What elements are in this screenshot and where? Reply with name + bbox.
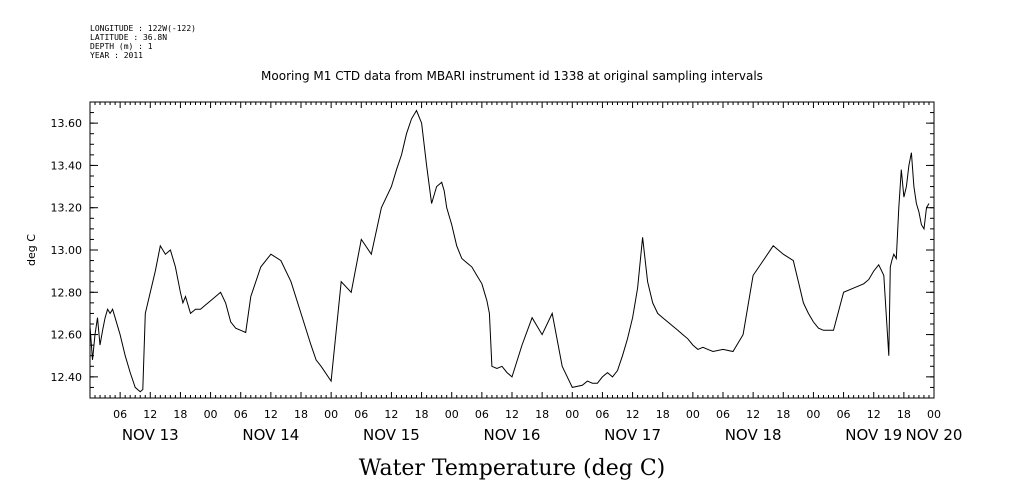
y-tick-label: 12.60 xyxy=(51,329,83,342)
x-day-label: NOV 14 xyxy=(242,426,299,444)
x-hour-label: 00 xyxy=(927,408,941,421)
x-hour-label: 00 xyxy=(565,408,579,421)
x-axis-label: Water Temperature (deg C) xyxy=(359,456,666,481)
x-hour-label: 00 xyxy=(204,408,218,421)
x-hour-label: 06 xyxy=(354,408,368,421)
plot-frame xyxy=(89,101,935,399)
x-hour-label: 18 xyxy=(776,408,790,421)
y-tick-label: 12.80 xyxy=(51,286,83,299)
x-hour-label: 06 xyxy=(234,408,248,421)
x-day-label: NOV 13 xyxy=(122,426,179,444)
x-hour-label: 06 xyxy=(595,408,609,421)
x-hour-label: 06 xyxy=(475,408,489,421)
meta-latitude: LATITUDE : 36.8N xyxy=(90,33,167,42)
meta-longitude: LONGITUDE : 122W(-122) xyxy=(90,24,196,33)
y-axis-label: deg C xyxy=(25,234,38,266)
x-day-label: NOV 18 xyxy=(725,426,782,444)
x-hour-label: 12 xyxy=(746,408,760,421)
y-tick-label: 13.60 xyxy=(51,117,83,130)
x-hour-label: 00 xyxy=(686,408,700,421)
x-hour-label: 00 xyxy=(324,408,338,421)
x-hour-label: 12 xyxy=(505,408,519,421)
series-group xyxy=(89,109,930,393)
y-tick-label: 12.40 xyxy=(51,371,83,384)
y-tick-label: 13.00 xyxy=(51,244,83,257)
x-hour-label: 18 xyxy=(415,408,429,421)
x-hour-label: 06 xyxy=(716,408,730,421)
metadata-block: LONGITUDE : 122W(-122) LATITUDE : 36.8N … xyxy=(90,24,196,60)
series-line xyxy=(89,109,930,393)
x-hour-label: 12 xyxy=(264,408,278,421)
x-hour-label: 12 xyxy=(143,408,157,421)
x-hour-label: 06 xyxy=(113,408,127,421)
y-tick-label: 13.40 xyxy=(51,159,83,172)
x-hour-label: 00 xyxy=(445,408,459,421)
y-axis: 12.40 12.60 12.80 13.00 13.20 13.40 13.60 xyxy=(51,101,934,399)
x-hour-label: 18 xyxy=(897,408,911,421)
x-hour-label: 00 xyxy=(806,408,820,421)
x-hour-label: 12 xyxy=(384,408,398,421)
x-day-label: NOV 19 xyxy=(845,426,902,444)
x-day-label: NOV 15 xyxy=(363,426,420,444)
x-hour-label: 12 xyxy=(867,408,881,421)
y-tick-label: 13.20 xyxy=(51,202,83,215)
x-day-label: NOV 20 xyxy=(906,426,963,444)
x-hour-label: 18 xyxy=(656,408,670,421)
chart-title: Mooring M1 CTD data from MBARI instrumen… xyxy=(261,69,763,83)
x-axis: 06 12 18 00 06 12 18 00 06 12 18 00 06 12 18 00 06 12 18 00… xyxy=(89,102,963,444)
meta-depth: DEPTH (m) : 1 xyxy=(90,42,153,51)
x-hour-label: 18 xyxy=(535,408,549,421)
x-hour-label: 18 xyxy=(294,408,308,421)
x-day-label: NOV 16 xyxy=(484,426,541,444)
x-day-label: NOV 17 xyxy=(604,426,661,444)
x-hour-label: 06 xyxy=(837,408,851,421)
meta-year: YEAR : 2011 xyxy=(90,51,143,60)
x-hour-label: 18 xyxy=(173,408,187,421)
x-hour-label: 12 xyxy=(626,408,640,421)
